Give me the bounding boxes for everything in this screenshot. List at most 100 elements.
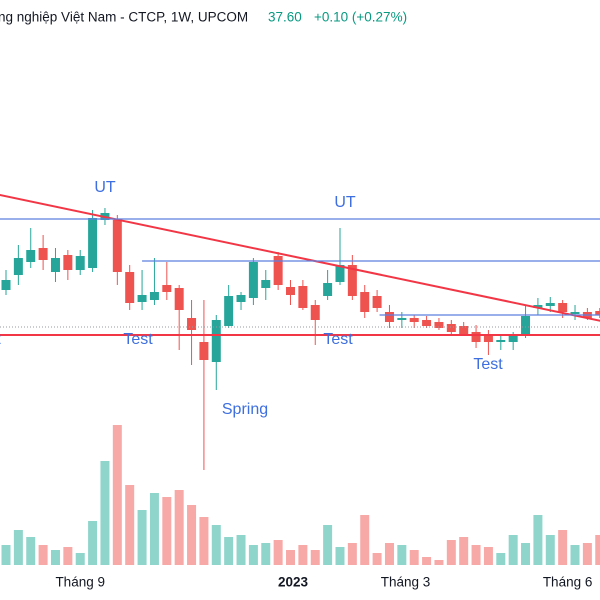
volume-bar — [38, 545, 48, 565]
volume-bar — [471, 545, 481, 565]
volume-bar — [372, 553, 382, 565]
candle-body — [26, 250, 36, 262]
volume-bar — [137, 510, 147, 565]
volume-bar — [545, 535, 555, 565]
volume-bar — [397, 545, 407, 565]
candle-body — [63, 255, 73, 270]
candle-body — [1, 280, 11, 290]
candle-body — [224, 296, 234, 326]
candle-body — [446, 324, 456, 332]
volume-bar — [459, 537, 469, 565]
volume-bar — [347, 543, 357, 565]
annotation: UT — [94, 179, 116, 196]
volume-bar — [211, 525, 221, 565]
x-tick-label: Tháng 3 — [381, 575, 431, 590]
candle-body — [533, 305, 543, 308]
volume-bar — [50, 550, 60, 565]
candle-body — [199, 342, 209, 360]
volume-bar — [75, 553, 85, 565]
candle-body — [125, 272, 135, 303]
volume-bar — [112, 425, 122, 565]
candle-body — [13, 258, 23, 275]
candle-body — [38, 248, 48, 260]
volume-bar — [88, 521, 98, 565]
candle-body — [273, 256, 283, 285]
candle-body — [347, 265, 357, 296]
candle-body — [483, 335, 493, 342]
volume-bar — [273, 540, 283, 565]
candle-body — [397, 318, 407, 320]
annotation: Test — [0, 331, 1, 348]
candle-body — [422, 320, 432, 326]
candle-body — [174, 288, 184, 310]
volume-bar — [174, 490, 184, 565]
price: 37.60 — [268, 10, 302, 25]
candle-body — [384, 312, 394, 322]
candle-body — [508, 336, 518, 342]
volume-bar — [248, 545, 258, 565]
volume-bar — [508, 535, 518, 565]
volume-bar — [521, 543, 531, 565]
candle-body — [323, 283, 333, 296]
annotation: Test — [123, 331, 153, 348]
candle-body — [570, 312, 580, 314]
candle-body — [149, 292, 159, 300]
volume-bar — [298, 545, 308, 565]
candle-body — [471, 332, 481, 342]
annotation: Test — [473, 356, 503, 373]
x-tick-label: Tháng 6 — [543, 575, 593, 590]
candle-body — [298, 286, 308, 308]
candle-body — [162, 285, 172, 292]
volume-bar — [125, 485, 135, 565]
candle-body — [211, 320, 221, 362]
price-change: +0.10 (+0.27%) — [314, 10, 407, 25]
annotation: Test — [323, 331, 353, 348]
volume-bar — [13, 530, 23, 565]
candle-body — [236, 295, 246, 302]
candle-body — [137, 295, 147, 302]
candle-body — [335, 265, 345, 282]
x-tick-label: Tháng 9 — [55, 575, 105, 590]
volume-bar — [310, 550, 320, 565]
volume-bar — [446, 540, 456, 565]
volume-bar — [1, 545, 11, 565]
candle-body — [558, 303, 568, 312]
candle-body — [50, 258, 60, 272]
candle-body — [545, 303, 555, 306]
candle-body — [286, 287, 296, 295]
volume-bar — [483, 547, 493, 565]
volume-bar — [224, 537, 234, 565]
candle-body — [360, 292, 370, 312]
candle-body — [372, 296, 382, 308]
candle-body — [409, 318, 419, 322]
chart-title: ng nghiệp Việt Nam - CTCP, 1W, UPCOM — [0, 10, 248, 25]
candle-body — [459, 326, 469, 334]
candle-body — [310, 305, 320, 320]
candle-body — [187, 318, 197, 330]
volume-bar — [162, 497, 172, 565]
volume-bar — [323, 525, 333, 565]
volume-bar — [149, 493, 159, 565]
candle-body — [434, 322, 444, 328]
candle-body — [595, 311, 600, 315]
candle-body — [248, 262, 258, 298]
volume-bar — [582, 543, 592, 565]
volume-bar — [409, 550, 419, 565]
candle-body — [521, 316, 531, 336]
volume-bar — [26, 537, 36, 565]
annotation: UT — [334, 194, 356, 211]
volume-bar — [496, 553, 506, 565]
volume-bar — [335, 547, 345, 565]
drawn-line — [0, 194, 600, 322]
volume-bar — [100, 461, 110, 565]
annotation: Spring — [222, 401, 268, 418]
volume-bar — [422, 557, 432, 565]
volume-bar — [384, 543, 394, 565]
candle-body — [496, 340, 506, 342]
volume-bar — [286, 550, 296, 565]
volume-bar — [533, 515, 543, 565]
volume-bar — [261, 543, 271, 565]
candle-body — [112, 220, 122, 272]
